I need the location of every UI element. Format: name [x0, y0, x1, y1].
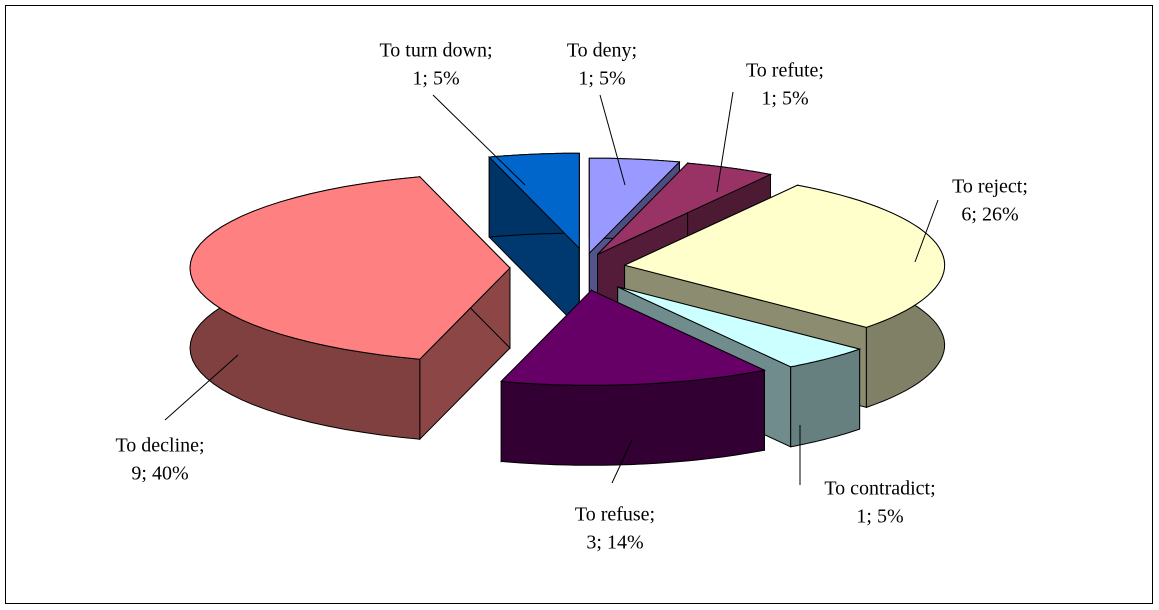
slice-label: To turn down; [379, 40, 492, 62]
value-label: 6; 26% [961, 204, 1018, 226]
slice-top [623, 184, 946, 328]
slice-label: To refute; [746, 60, 824, 82]
leader-line [914, 199, 939, 263]
pie [189, 152, 946, 466]
slice-label: To deny; [567, 40, 637, 62]
slice-label: To reject; [952, 176, 1028, 198]
leader-line [432, 94, 526, 186]
value-label: 1; 5% [578, 68, 625, 90]
slice-label: To decline; [115, 435, 204, 457]
slice [488, 152, 580, 330]
value-label: 3; 14% [586, 532, 643, 554]
value-label: 9; 40% [131, 463, 188, 485]
slice [189, 175, 511, 441]
leader-line [164, 354, 239, 421]
slice-label: To refuse; [575, 504, 655, 526]
value-label: 1; 5% [761, 88, 808, 110]
labels: To deny; 1; 5% To refute; 1; 5% To reject; 6;… [115, 40, 1027, 554]
slice-label: To contradict; [824, 478, 935, 500]
leader-line [716, 91, 734, 193]
slice-top [189, 176, 511, 360]
leader-line [611, 439, 633, 484]
slice-top [488, 152, 580, 250]
slice-top [588, 157, 681, 255]
slice [500, 289, 767, 466]
slice-top [500, 289, 767, 386]
slice-top [617, 286, 862, 368]
value-label: 1; 5% [856, 506, 903, 528]
value-label: 1; 5% [412, 68, 459, 90]
slice-top [597, 162, 773, 255]
leader-line [599, 94, 626, 186]
